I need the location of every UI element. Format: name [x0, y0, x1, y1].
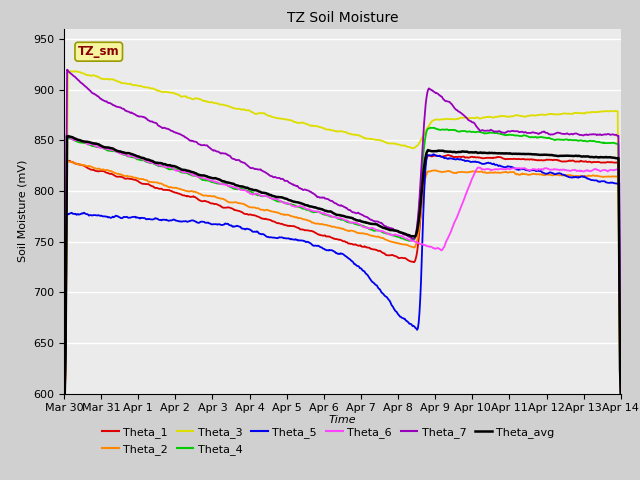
X-axis label: Time: Time — [328, 415, 356, 425]
Legend: Theta_1, Theta_2, Theta_3, Theta_4, Theta_5, Theta_6, Theta_7, Theta_avg: Theta_1, Theta_2, Theta_3, Theta_4, Thet… — [97, 423, 559, 459]
Y-axis label: Soil Moisture (mV): Soil Moisture (mV) — [17, 160, 28, 263]
Title: TZ Soil Moisture: TZ Soil Moisture — [287, 11, 398, 25]
Text: TZ_sm: TZ_sm — [78, 45, 120, 58]
